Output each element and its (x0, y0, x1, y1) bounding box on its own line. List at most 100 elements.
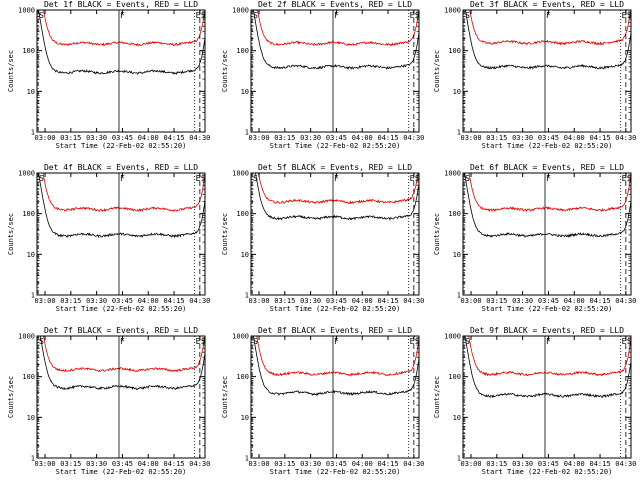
x-tick-label: 03:45 (538, 297, 559, 305)
x-tick-label: 03:00 (248, 297, 269, 305)
y-tick-label: 1000 (232, 333, 249, 341)
series-line-events-black (38, 10, 205, 75)
x-tick-label: 04:00 (138, 297, 159, 305)
chart-title: Det 1f BLACK = Events, RED = LLD (44, 0, 198, 9)
x-tick-label: 04:30 (189, 460, 210, 468)
x-tick-label: 03:00 (34, 134, 55, 142)
plot-frame (462, 335, 632, 459)
y-tick-label: 1 (31, 292, 35, 300)
y-tick-label: 100 (22, 210, 35, 218)
x-tick-label: 04:15 (377, 134, 398, 142)
x-tick-label: 04:30 (615, 134, 636, 142)
x-axis-label: Start Time (22-Feb-02 02:55:20) (482, 468, 613, 476)
x-tick-label: 03:45 (538, 460, 559, 468)
series-line-events-black (464, 10, 631, 70)
series-line-lld-red (469, 10, 631, 46)
chart-title: Det 8f BLACK = Events, RED = LLD (258, 326, 412, 335)
x-tick-label: 03:30 (86, 297, 107, 305)
marker-label-s: S (253, 11, 258, 20)
chart-title: Det 6f BLACK = Events, RED = LLD (470, 163, 624, 172)
y-tick-label: 1 (457, 455, 461, 463)
series-line-lld-red (42, 10, 205, 47)
x-tick-label: 04:15 (163, 134, 184, 142)
marker-label-s: S (253, 174, 258, 183)
x-tick-label: 04:30 (189, 134, 210, 142)
x-tick-label: 04:00 (564, 297, 585, 305)
marker-label-e: E (196, 174, 201, 183)
x-axis-label: Start Time (22-Feb-02 02:55:20) (56, 305, 187, 313)
y-tick-label: 1 (245, 455, 249, 463)
y-tick-label: 1 (245, 292, 249, 300)
x-axis-label: Start Time (22-Feb-02 02:55:20) (270, 305, 401, 313)
x-tick-label: 03:15 (274, 460, 295, 468)
x-tick-label: 03:15 (486, 134, 507, 142)
y-tick-label: 100 (448, 210, 461, 218)
y-tick-label: 1 (457, 292, 461, 300)
y-tick-label: 100 (236, 47, 249, 55)
y-tick-label: 10 (27, 251, 35, 259)
series-line-lld-red (256, 10, 419, 47)
marker-label-f: F (120, 11, 125, 20)
y-axis-label: Counts/sec (433, 376, 441, 418)
x-tick-label: 04:00 (564, 134, 585, 142)
y-tick-label: 10 (241, 251, 249, 259)
x-tick-label: 03:00 (34, 460, 55, 468)
marker-label-f: F (120, 174, 125, 183)
marker-label-s: S (415, 174, 420, 183)
x-tick-label: 04:15 (589, 297, 610, 305)
x-tick-label: 04:30 (615, 297, 636, 305)
x-tick-label: 04:30 (189, 297, 210, 305)
y-axis-label: Counts/sec (7, 50, 15, 92)
series-line-events-black (38, 173, 205, 239)
plot-frame (36, 172, 206, 296)
marker-label-s: S (627, 174, 632, 183)
marker-label-e: E (410, 174, 415, 183)
plot-frame (36, 335, 206, 459)
x-tick-label: 03:15 (60, 460, 81, 468)
y-tick-label: 100 (236, 210, 249, 218)
y-tick-label: 1000 (232, 7, 249, 15)
series-line-lld-red (257, 173, 419, 205)
series-line-events-black (252, 10, 419, 70)
y-axis-label: Counts/sec (221, 50, 229, 92)
x-tick-label: 03:15 (274, 134, 295, 142)
x-tick-label: 03:45 (326, 297, 347, 305)
marker-label-s: S (201, 174, 206, 183)
plot-frame (250, 172, 420, 296)
marker-label-e: E (410, 337, 415, 346)
y-tick-label: 1000 (444, 170, 461, 178)
marker-label-s: S (465, 337, 470, 346)
marker-label-s: S (39, 174, 44, 183)
x-tick-label: 03:15 (60, 297, 81, 305)
y-axis-label: Counts/sec (221, 213, 229, 255)
x-tick-label: 03:30 (86, 134, 107, 142)
marker-label-e: E (196, 337, 201, 346)
marker-label-f: F (546, 11, 551, 20)
marker-label-e: E (196, 11, 201, 20)
marker-label-s: S (627, 337, 632, 346)
x-tick-label: 03:45 (112, 297, 133, 305)
x-tick-label: 03:15 (274, 297, 295, 305)
y-axis-label: Counts/sec (221, 376, 229, 418)
x-tick-label: 04:00 (352, 297, 373, 305)
y-tick-label: 1000 (18, 333, 35, 341)
x-tick-label: 03:30 (86, 460, 107, 468)
x-tick-label: 04:00 (352, 460, 373, 468)
x-tick-label: 03:00 (248, 134, 269, 142)
marker-label-f: F (334, 174, 339, 183)
marker-label-s: S (201, 11, 206, 20)
marker-label-s: S (627, 11, 632, 20)
series-line-events-black (254, 173, 419, 221)
x-tick-label: 03:45 (538, 134, 559, 142)
y-tick-label: 1 (457, 129, 461, 137)
x-tick-label: 04:15 (589, 134, 610, 142)
x-tick-label: 04:00 (564, 460, 585, 468)
y-tick-label: 1 (31, 455, 35, 463)
series-line-events-black (39, 336, 205, 391)
y-tick-label: 10 (453, 251, 461, 259)
